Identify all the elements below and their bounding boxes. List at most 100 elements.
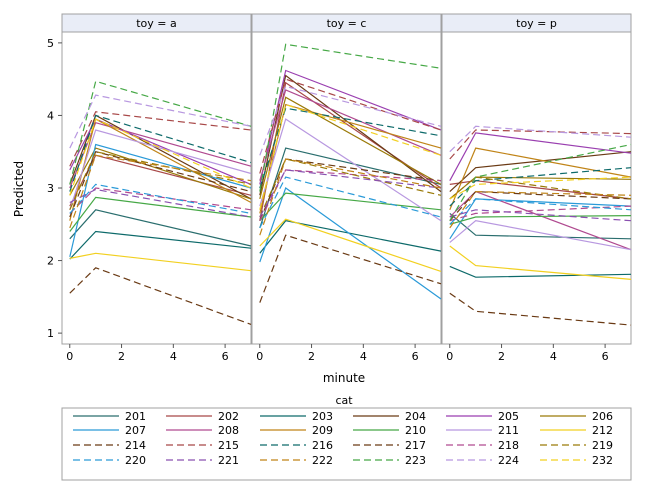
legend-item-232: 232 xyxy=(540,454,613,467)
legend-frame xyxy=(61,407,632,481)
series-line-218 xyxy=(449,205,632,222)
panel-2: toy = p 0 2 4 6 xyxy=(441,13,632,363)
series-line-201 xyxy=(69,209,252,247)
legend-item-201: 201 xyxy=(73,410,146,423)
series-line-205 xyxy=(259,69,442,185)
x-tick-label: 2 xyxy=(308,350,315,363)
legend-item-202: 202 xyxy=(166,410,239,423)
series-line-203 xyxy=(69,230,252,260)
series-line-209 xyxy=(449,147,632,211)
legend-label: 202 xyxy=(218,410,239,423)
series-line-212 xyxy=(69,252,252,272)
series-line-211 xyxy=(449,220,632,251)
series-line-232 xyxy=(449,176,632,200)
x-axis-label: minute xyxy=(323,371,365,385)
series-line-222 xyxy=(69,154,252,229)
legend-item-224: 224 xyxy=(446,454,519,467)
legend-item-207: 207 xyxy=(73,424,146,437)
x-tick-label: 4 xyxy=(550,350,557,363)
legend-label: 206 xyxy=(592,410,613,423)
x-tick-label: 0 xyxy=(66,350,73,363)
legend-title: cat xyxy=(335,394,353,407)
series-line-232 xyxy=(259,103,442,210)
series-line-205 xyxy=(449,132,632,181)
x-tick-label: 6 xyxy=(412,350,419,363)
y-tick-label: 4 xyxy=(47,109,54,122)
legend-label: 223 xyxy=(405,454,426,467)
legend-item-214: 214 xyxy=(73,439,146,452)
series-line-204 xyxy=(259,74,442,196)
x-tick-label: 4 xyxy=(360,350,367,363)
axes: Predicted minute 1 2 3 4 5 xyxy=(12,37,365,385)
series-line-221 xyxy=(449,209,632,222)
series-line-215 xyxy=(449,129,632,160)
legend-label: 216 xyxy=(312,439,333,452)
x-tick-label: 6 xyxy=(602,350,609,363)
panel-1: toy = c 0 2 4 6 xyxy=(251,13,442,363)
legend-item-204: 204 xyxy=(353,410,426,423)
panel-label: toy = c xyxy=(327,17,367,30)
legend-item-223: 223 xyxy=(353,454,426,467)
series-line-222 xyxy=(259,158,442,236)
series-line-221 xyxy=(259,169,442,218)
series-line-212 xyxy=(449,245,632,280)
series-line-214 xyxy=(449,292,632,326)
series-line-223 xyxy=(449,143,632,222)
legend-label: 208 xyxy=(218,424,239,437)
series-line-224 xyxy=(69,94,252,149)
x-tick-label: 2 xyxy=(118,350,125,363)
series-line-216 xyxy=(449,167,632,207)
legend-item-205: 205 xyxy=(446,410,519,423)
legend-item-208: 208 xyxy=(166,424,239,437)
series-line-204 xyxy=(449,151,632,193)
legend-label: 201 xyxy=(125,410,146,423)
y-tick-label: 5 xyxy=(47,37,54,50)
legend-label: 204 xyxy=(405,410,426,423)
y-tick-label: 1 xyxy=(47,327,54,340)
legend-item-203: 203 xyxy=(260,410,333,423)
panel-0: toy = a 0 2 4 6 xyxy=(61,13,252,363)
legend-label: 218 xyxy=(498,439,519,452)
legend-label: 220 xyxy=(125,454,146,467)
legend-item-215: 215 xyxy=(166,439,239,452)
series-line-223 xyxy=(69,80,252,185)
series-line-232 xyxy=(69,118,252,196)
panels: toy = a 0 2 4 6 toy = c 0 2 4 6 toy = p 0 2 4 6 xyxy=(61,13,632,363)
legend-label: 222 xyxy=(312,454,333,467)
y-tick-label: 2 xyxy=(47,255,54,268)
series-line-206 xyxy=(259,96,442,200)
series-line-210 xyxy=(449,215,632,225)
series-line-224 xyxy=(449,125,632,153)
legend-label: 214 xyxy=(125,439,146,452)
legend-label: 207 xyxy=(125,424,146,437)
legend-item-218: 218 xyxy=(446,439,519,452)
legend-label: 209 xyxy=(312,424,333,437)
legend-item-221: 221 xyxy=(166,454,239,467)
panel-label: toy = a xyxy=(136,17,177,30)
series-line-217 xyxy=(69,150,252,218)
legend-item-222: 222 xyxy=(260,454,333,467)
legend-label: 219 xyxy=(592,439,613,452)
legend-label: 205 xyxy=(498,410,519,423)
legend: cat 201 202 203 204 205 206 207 208 209 210 211 212… xyxy=(61,394,632,481)
x-tick-label: 6 xyxy=(222,350,229,363)
series-line-219 xyxy=(69,151,252,211)
series-line-218 xyxy=(259,169,442,221)
legend-label: 215 xyxy=(218,439,239,452)
legend-item-220: 220 xyxy=(73,454,146,467)
series-line-220 xyxy=(259,176,442,229)
legend-label: 210 xyxy=(405,424,426,437)
legend-label: 211 xyxy=(498,424,519,437)
series-line-219 xyxy=(259,158,442,218)
series-line-224 xyxy=(259,85,442,156)
series-line-212 xyxy=(259,218,442,272)
x-tick-label: 4 xyxy=(170,350,177,363)
series-line-211 xyxy=(69,129,252,210)
panel-label: toy = p xyxy=(516,17,557,30)
legend-item-217: 217 xyxy=(353,439,426,452)
x-tick-label: 2 xyxy=(498,350,505,363)
series-line-216 xyxy=(69,114,252,192)
legend-label: 212 xyxy=(592,424,613,437)
series-line-222 xyxy=(449,190,632,229)
